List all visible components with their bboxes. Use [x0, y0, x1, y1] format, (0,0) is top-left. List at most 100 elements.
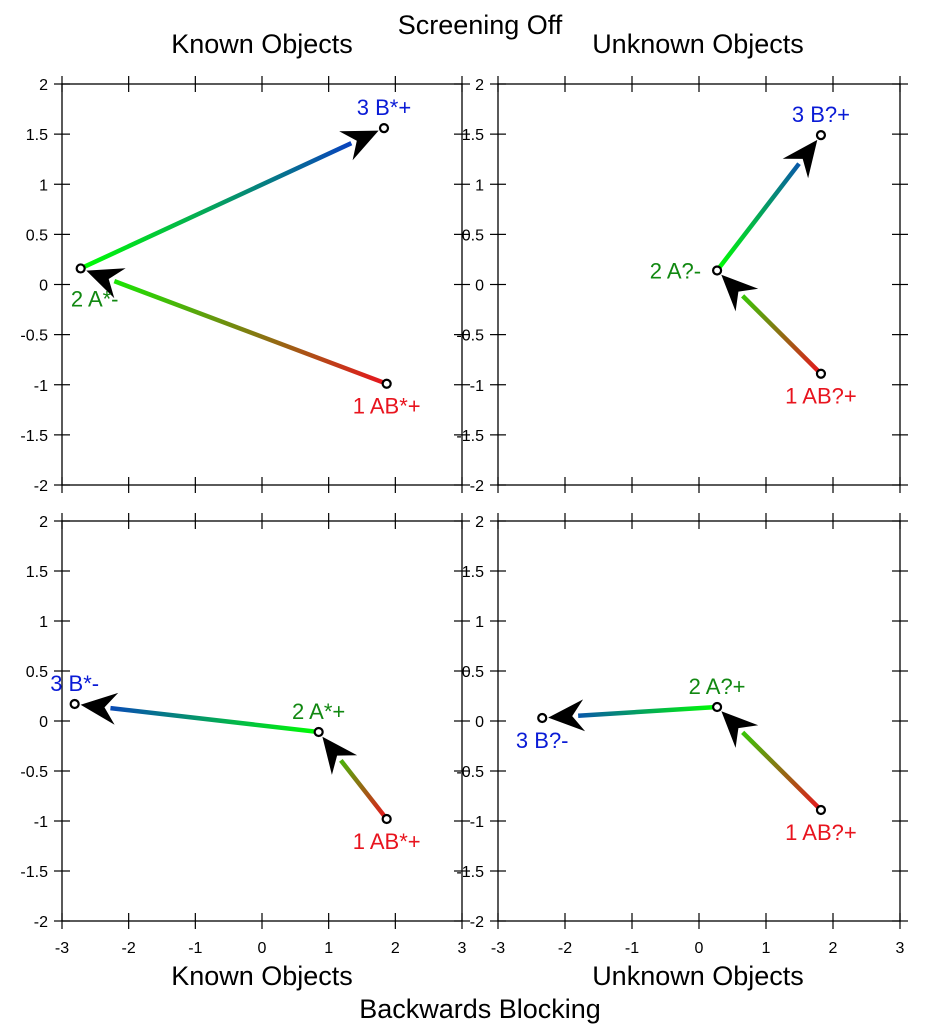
top-right-frame	[497, 83, 901, 486]
bottom-right-y-tick-label: 0.5	[462, 664, 484, 681]
bottom-left-arrow-head	[322, 736, 358, 775]
bottom-left-y-tick-label: 2	[39, 514, 48, 531]
top-right-y-tick-label: 2	[475, 77, 484, 94]
bottom-left-arrow-head	[80, 692, 119, 725]
top-right-point-label: 1 AB?+	[785, 384, 857, 409]
figure-bottom-title: Backwards Blocking	[359, 994, 601, 1024]
bottom-right-y-tick-label: -0.5	[456, 764, 484, 781]
bottom-right-arrow-shaft	[741, 730, 823, 812]
top-right-y-tick-label: -1.5	[456, 428, 484, 445]
top-right-arrow-head	[721, 274, 759, 312]
top-left-y-tick-label: -2	[34, 478, 48, 495]
bottom-left-y-tick-label: -0.5	[20, 764, 48, 781]
bottom-right-point	[815, 804, 827, 816]
bottom-right-x-tick-label: -2	[558, 940, 572, 957]
bottom-left-arrow-shaft	[339, 758, 389, 821]
top-left-y-tick-label: 0	[39, 278, 48, 295]
bottom-right-arrow-head	[548, 699, 586, 732]
top-left-y-tick-label: -1	[34, 378, 48, 395]
top-right-point	[711, 265, 723, 276]
bottom-left-x-tick-label: 3	[458, 940, 467, 957]
bottom-right-point-label: 2 A?+	[689, 674, 746, 699]
bottom-right-y-tick-label: 1.5	[462, 564, 484, 581]
bottom-left-frame	[61, 520, 463, 922]
top-left-y-tick-label: 1	[39, 177, 48, 194]
top-left-panel-title: Known Objects	[171, 29, 353, 59]
top-left-arrow-head	[86, 268, 126, 299]
bottom-left-y-tick-label: 1	[39, 614, 48, 631]
top-right-panel: 2 1.5 1 0.5 0 -0.5 -1 -1.5 -2 1 AB?+ 2 A?- 3 B?+	[456, 76, 908, 495]
top-left-point-label: 3 B*+	[357, 95, 411, 120]
bottom-left-point-label: 2 A*+	[292, 699, 345, 724]
top-left-point	[381, 378, 392, 389]
top-right-point	[815, 368, 827, 379]
top-right-point-label: 2 A?-	[650, 258, 701, 283]
top-right-arrow-shaft	[715, 162, 801, 272]
bottom-left-x-axis-title: Known Objects	[171, 961, 353, 991]
bottom-left-point-label: 3 B*-	[50, 671, 99, 696]
top-left-y-tick-label: 2	[39, 77, 48, 94]
bottom-left-point-label: 1 AB*+	[353, 829, 421, 854]
bottom-right-x-tick-label: -1	[625, 940, 639, 957]
bottom-right-point-label: 1 AB?+	[785, 820, 857, 845]
bottom-right-arrow-head	[721, 711, 759, 748]
top-right-y-tick-label: 0.5	[462, 227, 484, 244]
top-right-arrow-shaft	[741, 294, 823, 376]
top-right-y-tick-label: -1	[470, 378, 484, 395]
top-left-arrow-head	[339, 130, 379, 161]
top-right-y-tick-label: 1	[475, 177, 484, 194]
top-left-y-tick-label: 1.5	[26, 127, 48, 144]
bottom-left-arrow-shaft	[110, 705, 319, 735]
bottom-right-arrow-shaft	[578, 704, 718, 718]
bottom-left-y-tick-label: -2	[34, 914, 48, 931]
bottom-right-point	[537, 712, 548, 724]
bottom-right-y-tick-label: -2	[470, 914, 484, 931]
bottom-right-x-tick-label: 1	[762, 940, 771, 957]
top-left-y-tick-label: -1.5	[20, 428, 48, 445]
top-left-arrow-shaft	[113, 279, 388, 386]
bottom-left-x-tick-label: 2	[391, 940, 400, 957]
bottom-left-x-tick-label: 1	[324, 940, 333, 957]
bottom-left-point	[69, 698, 80, 710]
bottom-right-y-tick-label: 2	[475, 514, 484, 531]
top-right-arrow-head	[782, 139, 818, 179]
top-right-panel-title: Unknown Objects	[592, 29, 804, 59]
top-left-arrow-shaft	[79, 141, 353, 271]
top-right-y-tick-label: 1.5	[462, 127, 484, 144]
bottom-left-point	[381, 813, 392, 825]
bottom-right-y-tick-label: 1	[475, 614, 484, 631]
bottom-right-x-tick-label: 3	[896, 940, 905, 957]
bottom-right-point	[711, 701, 723, 713]
bottom-left-x-tick-label: -3	[55, 940, 69, 957]
bottom-right-x-tick-label: 0	[695, 940, 704, 957]
bottom-right-x-tick-label: 2	[829, 940, 838, 957]
top-left-point	[75, 263, 86, 274]
bottom-left-y-tick-label: 1.5	[26, 564, 48, 581]
bottom-left-y-tick-label: 0.5	[26, 664, 48, 681]
top-left-point-label: 1 AB*+	[353, 394, 421, 419]
top-left-y-tick-label: 0.5	[26, 227, 48, 244]
bottom-right-x-tick-label: -3	[491, 940, 505, 957]
bottom-left-x-tick-label: 0	[258, 940, 267, 957]
bottom-right-y-tick-label: -1	[470, 814, 484, 831]
top-right-point	[815, 130, 827, 141]
top-right-y-tick-label: -0.5	[456, 328, 484, 345]
bottom-right-point-label: 3 B?-	[516, 728, 569, 753]
top-left-panel: 2 1.5 1 0.5 0 -0.5 -1 -1.5 -2 1 AB*+ 2 A*- 3 B*+	[20, 76, 470, 495]
bottom-right-y-tick-label: -1.5	[456, 864, 484, 881]
bottom-right-panel: 2 1.5 1 0.5 0 -0.5 -1 -1.5 -2 -3 -2 -1 0 1 2 3 1 AB?+ 2 A…	[456, 513, 908, 957]
figure-top-title: Screening Off	[398, 10, 563, 40]
bottom-left-point	[313, 726, 324, 738]
top-right-y-tick-label: 0	[475, 278, 484, 295]
top-right-y-tick-label: -2	[470, 478, 484, 495]
bottom-right-x-axis-title: Unknown Objects	[592, 961, 804, 991]
bottom-right-y-tick-label: 0	[475, 714, 484, 731]
bottom-left-panel: 2 1.5 1 0.5 0 -0.5 -1 -1.5 -2 -3 -2 -1 0 1 2 3 1 AB*+ 2 A…	[20, 513, 470, 957]
bottom-left-x-tick-label: -1	[188, 940, 202, 957]
bottom-left-y-tick-label: 0	[39, 714, 48, 731]
top-left-point	[378, 123, 390, 134]
bottom-left-y-tick-label: -1	[34, 814, 48, 831]
top-left-point-label: 2 A*-	[71, 286, 119, 311]
bottom-left-x-tick-label: -2	[122, 940, 136, 957]
